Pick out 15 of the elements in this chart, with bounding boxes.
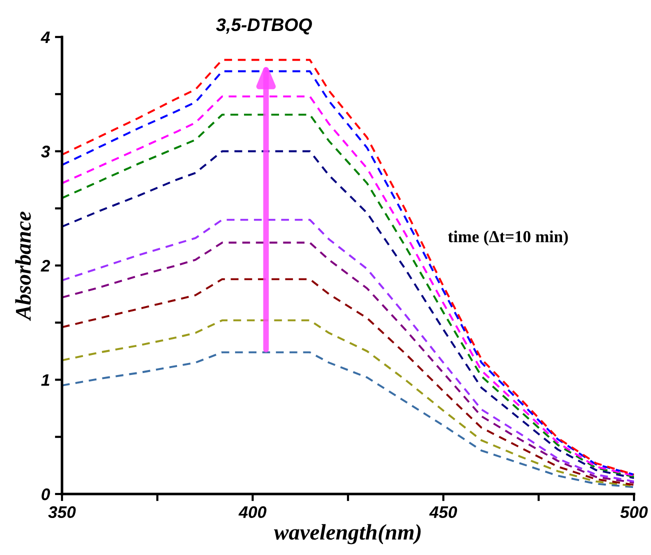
y-tick-label: 2 <box>40 260 50 272</box>
x-tick-label: 450 <box>429 506 458 518</box>
x-tick-label: 500 <box>620 506 648 518</box>
annotation: time (Δt=10 min) <box>448 230 568 246</box>
x-tick-label: 350 <box>48 506 76 518</box>
y-tick-label: 0 <box>42 488 50 500</box>
y-tick-label: 1 <box>41 374 50 386</box>
chart-title: 3,5-DTBOQ <box>216 18 312 34</box>
line-series <box>62 278 634 486</box>
y-tick-label: 3 <box>41 146 50 158</box>
x-tick-label: 400 <box>238 506 266 518</box>
y-tick-label: 4 <box>40 32 50 44</box>
x-axis-title: wavelength(nm) <box>274 524 421 544</box>
y-axis-title: Absorbance <box>15 212 31 321</box>
line-series <box>62 351 634 488</box>
